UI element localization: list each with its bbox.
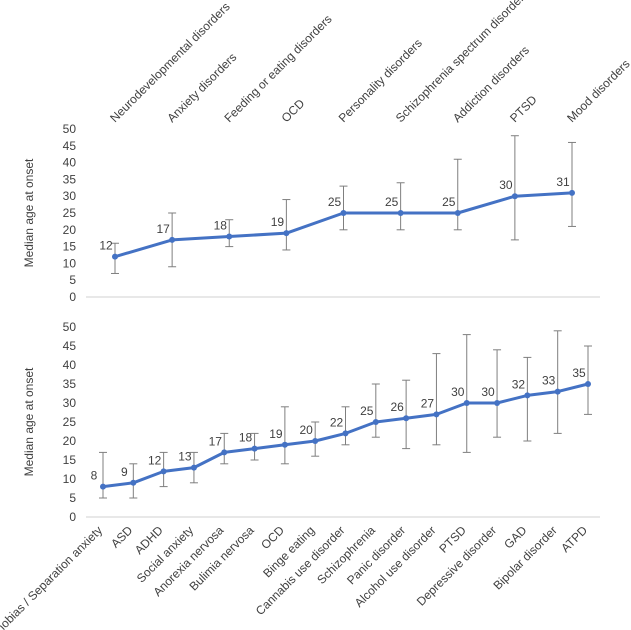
data-point (340, 210, 347, 216)
data-point (160, 468, 167, 475)
category-label: OCD (279, 96, 308, 125)
y-tick-label: 45 (63, 339, 77, 353)
y-axis-title: Median age at onset (22, 158, 36, 267)
data-label: 25 (360, 404, 374, 418)
data-point (397, 210, 404, 216)
data-point (190, 464, 197, 471)
y-tick-label: 30 (63, 396, 77, 410)
y-axis-title: Median age at onset (22, 367, 36, 476)
data-label: 13 (178, 450, 192, 464)
y-tick-label: 5 (69, 491, 76, 505)
data-point (112, 253, 118, 260)
data-label: 9 (121, 465, 128, 479)
category-label: Feeding or eating disorders (221, 12, 334, 125)
y-tick-label: 50 (63, 320, 77, 334)
data-point (342, 430, 349, 437)
category-label: ATPD (558, 523, 590, 555)
data-label: 33 (542, 374, 556, 388)
data-point (283, 230, 290, 237)
y-tick-label: 45 (63, 139, 77, 153)
data-point (511, 193, 518, 200)
data-point (585, 381, 591, 387)
data-label: 25 (442, 195, 456, 209)
data-point (554, 388, 561, 395)
data-point (494, 400, 501, 406)
y-tick-label: 0 (69, 510, 76, 524)
y-tick-label: 10 (63, 256, 77, 270)
data-label: 30 (481, 385, 495, 399)
y-tick-label: 25 (63, 206, 77, 220)
y-tick-label: 50 (63, 122, 77, 136)
category-label: Mood disorders (564, 57, 631, 125)
data-point (251, 445, 258, 452)
y-tick-label: 40 (63, 358, 77, 372)
data-point (130, 479, 137, 486)
data-label: 12 (99, 239, 113, 253)
data-label: 26 (390, 400, 404, 414)
data-label: 30 (499, 178, 513, 192)
data-point (221, 449, 228, 456)
data-label: 8 (91, 469, 98, 483)
y-tick-label: 20 (63, 223, 77, 237)
data-label: 19 (271, 215, 285, 229)
data-point (433, 411, 440, 418)
data-label: 35 (572, 366, 586, 380)
data-label: 12 (148, 453, 162, 467)
y-tick-label: 15 (63, 453, 77, 467)
y-tick-label: 10 (63, 472, 77, 486)
y-tick-label: 35 (63, 377, 77, 391)
data-point (524, 392, 531, 399)
y-tick-label: 15 (63, 240, 77, 254)
y-tick-label: 20 (63, 434, 77, 448)
data-point (463, 400, 470, 406)
data-label: 18 (214, 219, 228, 233)
data-point (372, 419, 379, 425)
data-point (226, 233, 233, 240)
data-label: 19 (269, 427, 283, 441)
data-point (281, 441, 288, 448)
category-label: Phobias / Separation anxiety (0, 523, 105, 630)
data-label: 27 (421, 396, 435, 410)
data-point (169, 236, 176, 243)
y-tick-label: 25 (63, 415, 77, 429)
data-point (100, 483, 106, 490)
data-label: 32 (512, 377, 526, 391)
chart-bottom: 0 5 10 15 20 25 30 35 40 45 50 Median age at onset 8… (0, 320, 600, 630)
data-label: 30 (451, 385, 465, 399)
data-point (403, 415, 410, 422)
data-label: 17 (156, 222, 170, 236)
data-label: 22 (330, 415, 344, 429)
data-label: 25 (385, 195, 399, 209)
chart-top: 0 5 10 15 20 25 30 35 40 45 50 Median age at onset 1… (22, 0, 631, 304)
data-point (454, 210, 461, 216)
data-label: 20 (300, 423, 314, 437)
y-tick-label: 35 (63, 172, 77, 186)
y-tick-label: 30 (63, 189, 77, 203)
data-label: 31 (556, 175, 570, 189)
data-point (569, 189, 575, 196)
category-label: PTSD (507, 92, 540, 125)
data-label: 17 (209, 434, 223, 448)
data-label: 18 (239, 431, 253, 445)
data-point (312, 438, 319, 444)
y-tick-label: 0 (69, 290, 76, 304)
y-tick-label: 5 (69, 273, 76, 287)
data-label: 25 (328, 195, 342, 209)
y-tick-label: 40 (63, 156, 77, 170)
category-label: Neurodevelopmental disorders (107, 0, 232, 125)
